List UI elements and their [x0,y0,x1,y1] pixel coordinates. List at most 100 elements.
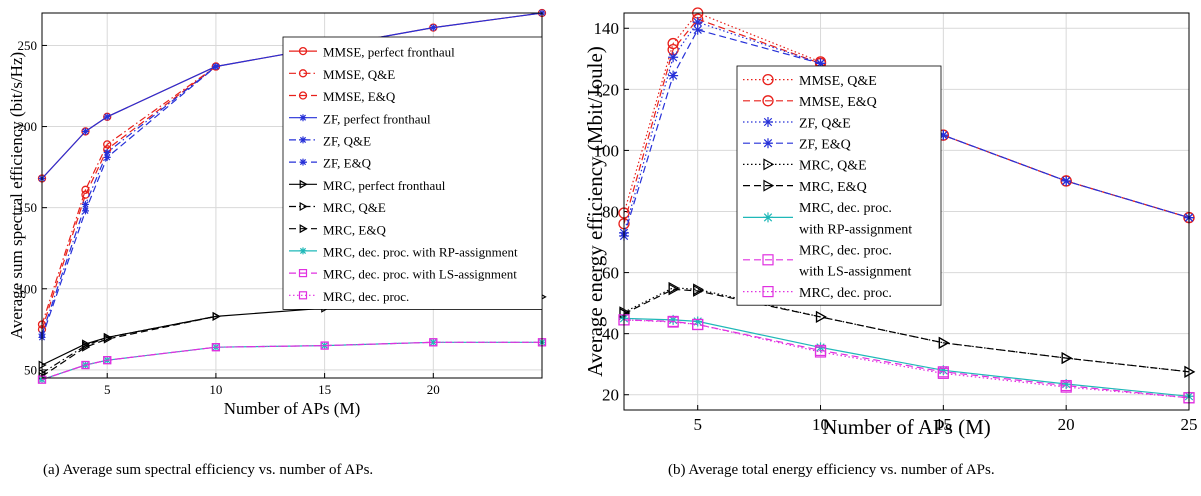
y-tick-label: 50 [24,362,37,377]
data-point [320,341,329,350]
legend-label: MRC, perfect fronthaul [323,178,446,193]
data-point [211,343,221,352]
legend-label: ZF, E&Q [323,156,372,171]
legend-label: ZF, Q&E [799,116,851,131]
legend-marker [762,254,774,266]
legend-label: MMSE, perfect fronthaul [323,45,455,60]
data-point [1061,352,1073,365]
legend-marker [299,114,307,122]
caption-a: (a) Average sum spectral efficiency vs. … [43,462,374,478]
legend-marker [762,73,774,86]
data-point [81,360,90,370]
legend-label: MRC, dec. proc. with RP-assignment [323,244,518,259]
y-tick-label: 40 [602,325,619,344]
legend-marker [762,95,774,107]
data-point [668,314,679,325]
data-point [82,342,91,352]
legend-marker [298,291,308,300]
y-tick-label: 250 [18,38,38,53]
legend: MMSE, Q&E MMSE, E&Q ZF, Q&E ZF, E&Q MRC, Q&E… [736,65,942,306]
x-axis-label: Number of APs (M) [822,415,991,439]
legend-marker [763,212,773,223]
x-axis-label: Number of APs (M) [224,399,360,418]
y-tick-label: 20 [602,386,619,405]
axes-box [623,12,1190,411]
data-point [103,149,111,157]
x-tick-label: 20 [1058,415,1075,434]
chart-1: 5 10 15 20 25 20 40 60 80 100 120 140 Number of APs … [583,7,1198,439]
y-tick-label: 120 [594,80,620,99]
x-tick-label: 5 [693,415,702,434]
legend-label: MRC, dec. proc. [323,289,409,304]
data-point [429,338,438,347]
data-point [81,207,89,215]
data-point [815,310,827,323]
legend-label: ZF, E&Q [799,138,851,153]
data-point [212,63,220,71]
series-line [623,12,1190,219]
data-point [668,52,679,63]
x-tick-label: 5 [104,382,111,397]
data-point [668,283,680,296]
legend-marker [763,179,775,192]
legend-marker [299,247,307,255]
legend-label: MRC, E&Q [799,180,867,195]
y-tick-label: 200 [18,119,38,134]
legend-marker [299,224,308,234]
legend-marker [298,269,308,278]
series-3 [619,24,1194,241]
series-line [41,315,217,374]
data-point [815,58,826,69]
data-point [692,318,704,331]
data-point [103,153,111,161]
series-line [623,18,1190,224]
data-point [81,185,90,194]
data-point [1060,381,1072,393]
y-tick-label: 150 [18,200,38,215]
x-tick-label: 15 [318,382,331,397]
legend-label: MRC, dec. proc. [799,286,892,301]
y-tick-label: 140 [594,19,620,38]
data-point [212,311,221,321]
data-point [429,338,437,346]
legend-marker [299,136,307,144]
data-point [692,316,703,327]
y-axis-label: Average energy efficiency (Mbit/Joule) [583,46,607,377]
y-tick-label: 100 [18,281,38,296]
chart-0: 5 10 15 20 50 100 150 200 250 Number of APs (M) Av… [7,8,547,418]
data-point [938,365,949,376]
series-line [41,66,217,335]
series-line [41,315,217,377]
legend-label: ZF, perfect fronthaul [323,111,431,126]
legend-marker [299,158,307,166]
legend-marker [299,179,308,189]
data-point [103,356,112,365]
data-point [81,200,89,208]
legend-label: MMSE, E&Q [799,95,877,110]
data-point [937,367,949,379]
data-point [692,24,703,35]
data-point [81,127,89,135]
legend-label: MRC, Q&E [799,159,867,174]
data-point [667,316,679,328]
legend-label: MMSE, Q&E [799,74,877,89]
series-line [41,66,217,338]
legend-label: MRC, dec. proc. [799,244,892,259]
data-point [38,376,46,384]
series-line [41,66,217,330]
y-tick-label: 100 [594,141,620,160]
y-tick-label: 80 [602,202,619,221]
data-point [103,140,112,149]
data-point [938,130,949,141]
series-line [41,341,542,381]
data-point [1061,379,1072,390]
data-point [692,17,703,28]
legend-marker [763,117,773,127]
legend-marker [298,46,308,56]
legend-label: MRC, dec. proc. with LS-assignment [323,267,517,282]
legend-marker [763,138,773,149]
legend-label: MRC, E&Q [323,222,386,237]
data-point [814,346,827,358]
